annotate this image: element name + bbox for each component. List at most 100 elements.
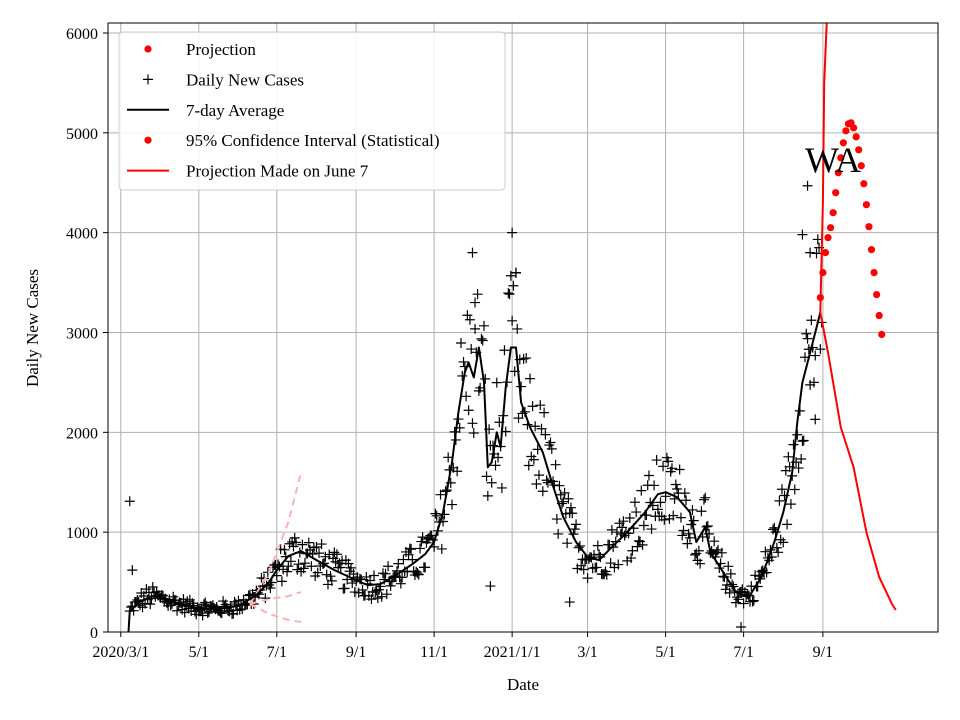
daily-case-point [649,480,660,491]
daily-case-point [314,548,325,559]
daily-case-point [508,280,519,291]
daily-case-point [785,499,796,510]
daily-case-point [806,315,817,326]
daily-case-point [582,573,593,584]
daily-case-point [646,524,657,535]
daily-case-point [815,344,826,355]
daily-case-point [802,333,813,344]
daily-case-point [197,610,208,621]
daily-case-point [748,595,759,606]
projection-dot [819,268,827,277]
y-axis: 0 1000 2000 3000 4000 5000 6000 [66,26,108,642]
daily-case-point [747,596,758,607]
daily-case-point [638,520,649,531]
daily-case-point [276,576,287,587]
daily-case-point [663,456,674,467]
x-tick-label: 2021/1/1 [484,644,541,661]
projection-dot [837,154,845,162]
daily-case-point [698,494,709,505]
daily-case-point [365,575,376,586]
daily-case-point [606,524,617,535]
daily-case-point [567,508,578,519]
daily-case-point [518,353,529,364]
x-tick-label: 7/1 [733,644,753,661]
daily-case-point [537,486,548,497]
daily-case-point [464,314,475,325]
daily-case-point [182,596,193,607]
daily-case-point [470,323,481,334]
daily-case-point [716,547,727,558]
daily-case-point [417,532,428,543]
daily-case-point [297,539,308,550]
daily-case-point [551,514,562,525]
legend-label: Projection [186,40,256,59]
daily-case-point [308,542,319,553]
daily-case-point [435,489,446,500]
daily-case-point [578,564,589,575]
daily-case-point [738,598,749,609]
daily-case-point [655,497,666,508]
daily-case-point [335,562,346,573]
daily-case-point [455,338,466,349]
daily-case-point [624,512,635,523]
daily-case-point [594,549,605,560]
daily-case-point [546,443,557,454]
daily-case-point [415,543,426,554]
daily-case-point [282,566,293,577]
daily-case-point [490,460,501,471]
daily-case-point [724,587,735,598]
daily-case-point [539,407,550,418]
daily-case-point [499,345,510,356]
daily-case-point [679,488,690,499]
daily-case-point [311,541,322,552]
daily-case-point [481,471,492,482]
daily-case-point [512,323,523,334]
daily-case-point [510,267,521,278]
daily-case-point [681,495,692,506]
daily-case-point [326,575,337,586]
daily-case-point [312,567,323,578]
daily-case-point [541,475,552,486]
projection-dot [875,311,883,320]
daily-case-point [810,350,821,361]
x-tick-label: 3/1 [577,644,597,661]
daily-case-point [674,464,685,475]
daily-case-point [595,552,606,563]
daily-case-point [357,584,368,595]
y-tick-label: 1000 [66,525,98,542]
daily-case-point [553,528,564,539]
y-tick-label: 0 [90,625,98,642]
daily-case-point [507,315,518,326]
daily-case-point [385,580,396,591]
daily-case-point [778,537,789,548]
daily-case-point [395,578,406,589]
legend-label: Projection Made on June 7 [186,162,369,181]
daily-case-point [571,519,582,530]
projection-dot [860,180,868,188]
daily-case-point [283,561,294,572]
daily-case-point [316,539,327,550]
daily-case-point [760,546,771,557]
daily-case-point [617,522,628,533]
legend-label: Daily New Cases [186,70,304,89]
daily-case-point [172,605,183,616]
projection-dot [873,290,881,299]
daily-case-point [533,470,544,481]
daily-case-point [682,538,693,549]
daily-case-point [478,320,489,331]
daily-case-point [493,452,504,463]
daily-case-point [183,603,194,614]
daily-case-point [426,530,437,541]
daily-case-point [797,436,808,447]
x-tick-label: 5/1 [655,644,675,661]
projection-band-line [249,591,302,605]
daily-case-point [801,328,812,339]
daily-case-point [558,496,569,507]
daily-case-point [700,492,711,503]
daily-case-point [695,558,706,569]
series-layer [124,23,897,633]
daily-case-point [632,541,643,552]
x-axis-label: Date [507,675,539,694]
projection-dot [821,249,830,257]
daily-case-point [293,559,304,570]
